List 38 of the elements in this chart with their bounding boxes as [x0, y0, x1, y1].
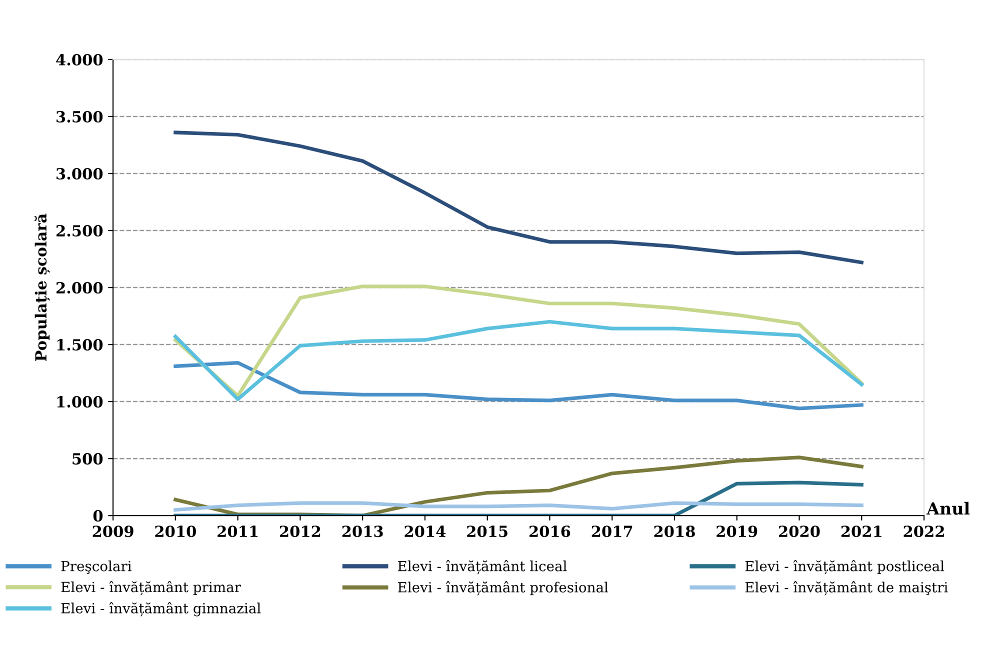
- x-tick-label: 2014: [404, 526, 446, 538]
- legend-label: Elevi - învățământ liceal: [398, 560, 567, 574]
- x-tick-label: 2016: [529, 526, 570, 538]
- y-tick-label: 1.500: [57, 339, 103, 351]
- x-tick-label: 2019: [716, 526, 758, 538]
- line-series: [174, 480, 864, 516]
- x-tick-label: 2022: [904, 526, 944, 538]
- x-tick-label: 2012: [280, 526, 320, 538]
- y-tick-label: 2.500: [56, 224, 103, 237]
- y-tick-label: 4.000: [56, 54, 103, 66]
- legend-label: Elevi - învățământ postliceal: [745, 560, 944, 574]
- y-tick-label: 1.000: [57, 396, 103, 408]
- x-tick-label: 2018: [654, 526, 695, 538]
- x-tick-label: 2009: [92, 526, 134, 538]
- legend-label: Elevi - învățământ primar: [61, 580, 241, 596]
- line-series: [174, 130, 864, 264]
- line-series: [174, 360, 864, 410]
- y-axis-title: Populație școlară: [34, 214, 50, 362]
- x-tick-label: 2015: [467, 526, 508, 538]
- x-tick-label: 2020: [779, 526, 820, 538]
- y-tick-label: 2.000: [56, 282, 103, 294]
- line-series: [174, 320, 864, 402]
- legend-label: Elevi - învățământ de maiştri: [745, 581, 948, 596]
- y-tick-label: 3.000: [56, 168, 103, 180]
- y-tick-label: 3.500: [56, 110, 103, 123]
- y-tick-label: 0: [93, 510, 103, 522]
- line-series: [174, 501, 864, 512]
- x-tick-label: 2021: [841, 526, 882, 538]
- legend-label: Preşcolari: [61, 560, 132, 574]
- x-axis-title: Anul: [926, 502, 970, 515]
- y-tick-label: 500: [72, 453, 103, 465]
- x-tick-label: 2011: [218, 526, 258, 538]
- legend-label: Elevi - învățământ profesional: [398, 581, 608, 596]
- legend-label: Elevi - învățământ gimnazial: [61, 602, 261, 616]
- line-series: [174, 284, 864, 398]
- x-tick-label: 2013: [342, 526, 383, 538]
- x-tick-label: 2010: [155, 526, 196, 538]
- x-tick-label: 2017: [592, 526, 632, 538]
